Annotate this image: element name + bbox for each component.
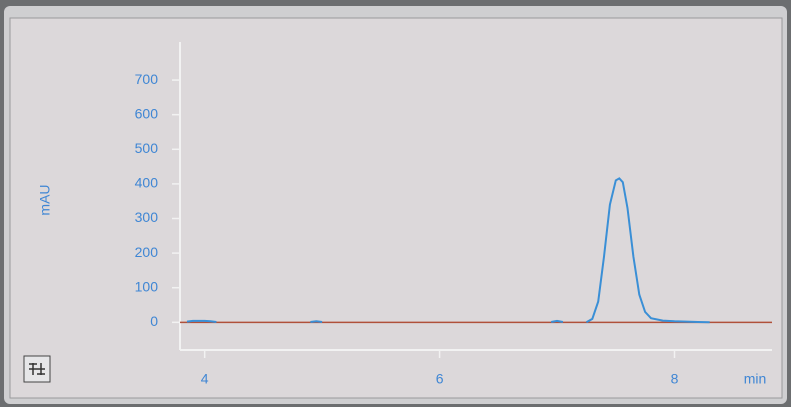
y-tick-label: 500	[135, 140, 159, 156]
x-tick-label: 4	[201, 371, 209, 387]
y-tick-label: 300	[135, 209, 159, 225]
y-tick-label: 200	[135, 244, 159, 260]
y-tick-label: 700	[135, 71, 159, 87]
x-tick-label: 8	[671, 371, 679, 387]
page: {"chart_data": {"type": "line", "y_label…	[0, 0, 791, 407]
x-axis-label: min	[744, 371, 767, 387]
chart: mAU min 0 100 200 300 400 500 600 700 4 6 8	[0, 0, 791, 407]
x-tick-label: 6	[436, 371, 444, 387]
y-tick-label: 0	[150, 313, 158, 329]
panel	[10, 18, 782, 398]
y-tick-label: 100	[135, 278, 159, 294]
y-tick-label: 400	[135, 175, 159, 191]
y-tick-label: 600	[135, 105, 159, 121]
y-axis-label: mAU	[37, 184, 53, 215]
